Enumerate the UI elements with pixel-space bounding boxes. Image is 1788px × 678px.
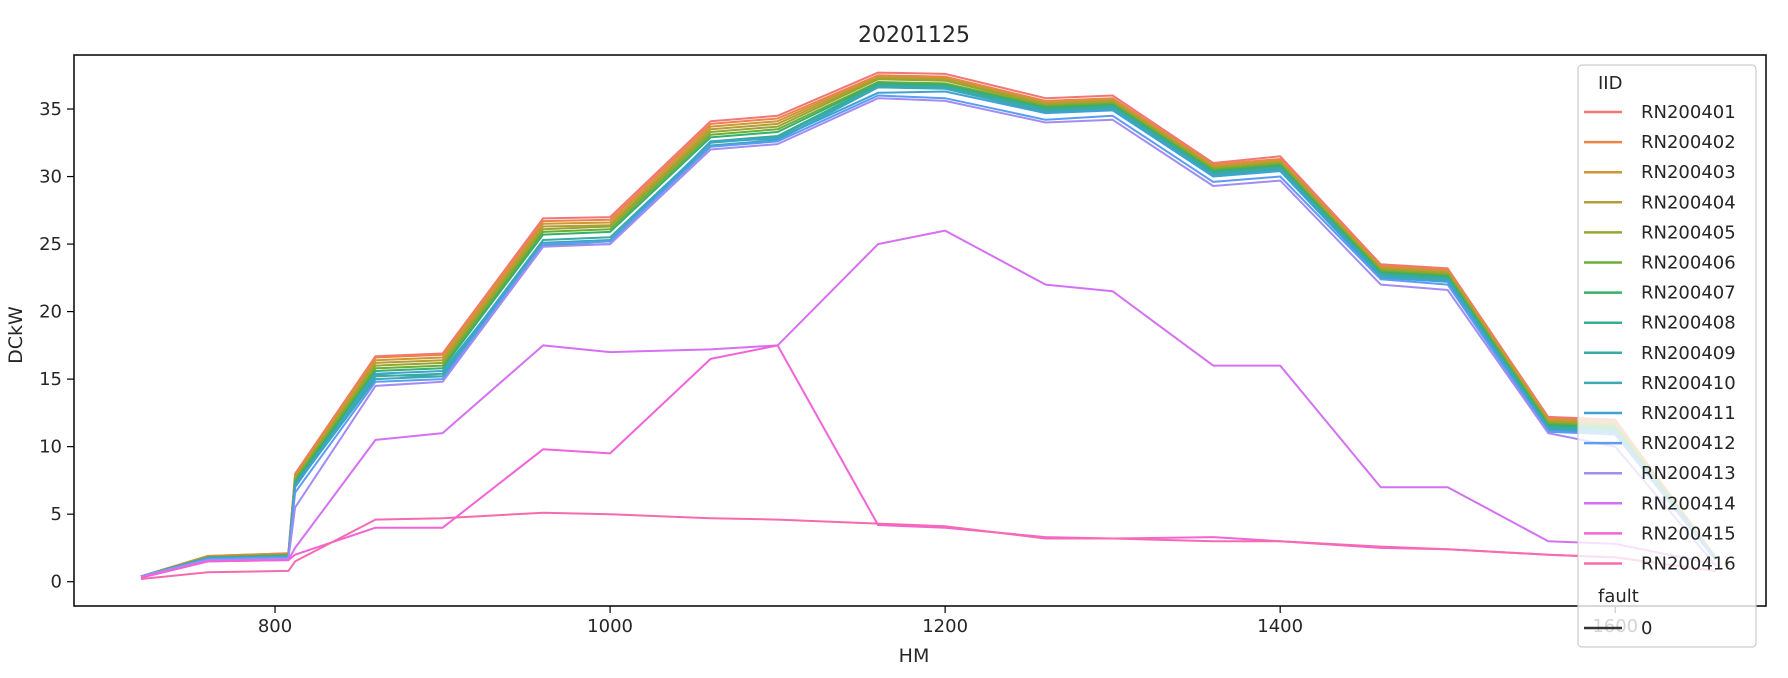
series-line-RN200405 (140, 78, 1717, 578)
x-tick-label: 1200 (922, 616, 968, 637)
legend-box (1577, 64, 1757, 648)
series-line-RN200415 (140, 344, 1716, 579)
x-axis-label: HM (899, 645, 930, 667)
legend: IID RN200401RN200402RN200403RN200404RN20… (1577, 64, 1757, 648)
y-tick-label: 15 (39, 369, 62, 390)
y-tick-label: 20 (39, 302, 62, 323)
y-tick-label: 30 (39, 167, 62, 188)
legend-hue-title: IID (1598, 73, 1622, 94)
y-tick-label: 35 (39, 99, 62, 120)
legend-label: RN200415 (1641, 523, 1736, 544)
series-line-RN200416 (140, 511, 1716, 580)
y-tick-label: 25 (39, 234, 62, 255)
legend-style-label: 0 (1641, 618, 1652, 639)
y-axis: 0 5 10 15 20 25 30 35 (39, 99, 74, 593)
plot-area-frame (73, 54, 1767, 607)
legend-label: RN200402 (1641, 132, 1736, 153)
legend-label: RN200405 (1641, 222, 1736, 243)
x-axis: 8001000120014001600 (258, 606, 1638, 637)
y-tick-label: 5 (51, 504, 62, 525)
x-tick-label: 1000 (587, 616, 633, 637)
series-line-RN200414 (140, 229, 1716, 579)
legend-label: RN200406 (1641, 253, 1736, 274)
legend-label: RN200409 (1641, 343, 1736, 364)
series-line-RN200407 (140, 82, 1717, 578)
y-tick-label: 0 (51, 572, 62, 593)
series-lines (140, 71, 1717, 580)
legend-label: RN200411 (1641, 403, 1736, 424)
legend-label: RN200407 (1641, 283, 1736, 304)
legend-items: RN200401 RN200402 RN200403 RN200404 RN200405… (1584, 102, 1736, 575)
chart-title: 20201125 (858, 23, 970, 48)
legend-label: RN200412 (1641, 433, 1736, 454)
x-tick-label: 800 (258, 616, 292, 637)
series-line-RN200402 (140, 74, 1717, 578)
legend-label: RN200413 (1641, 463, 1736, 484)
legend-label: RN200416 (1641, 554, 1736, 575)
legend-label: RN200401 (1641, 102, 1736, 123)
y-tick-label: 10 (39, 437, 62, 458)
legend-label: RN200408 (1641, 313, 1736, 334)
legend-label: RN200414 (1641, 493, 1736, 514)
x-tick-label: 1400 (1257, 616, 1303, 637)
series-line-RN200406 (140, 81, 1717, 578)
series-line-RN200411 (140, 90, 1717, 578)
series-line-RN200412 (140, 94, 1717, 578)
series-line-RN200403 (140, 75, 1717, 578)
legend-label: RN200410 (1641, 373, 1736, 394)
legend-style-title: fault (1598, 586, 1639, 607)
series-line-RN200404 (140, 77, 1717, 578)
y-axis-label: DCkW (5, 306, 27, 364)
legend-label: RN200404 (1641, 192, 1736, 213)
legend-label: RN200403 (1641, 162, 1736, 183)
series-line-RN200413 (140, 97, 1717, 578)
